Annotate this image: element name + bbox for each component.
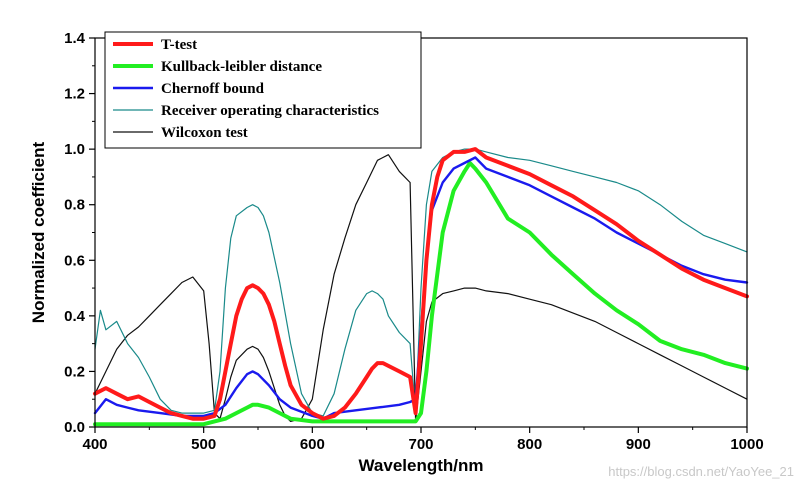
x-tick-label: 1000 [730, 436, 763, 453]
legend-label-chernoff-bound: Chernoff bound [161, 81, 265, 97]
y-tick-label: 1.4 [64, 30, 86, 47]
x-tick-label: 500 [191, 436, 216, 453]
watermark: https://blog.csdn.net/YaoYee_21 [608, 464, 794, 479]
x-tick-label: 800 [517, 436, 542, 453]
x-tick-label: 700 [408, 436, 433, 453]
legend-label-kullback-leibler-distance: Kullback-leibler distance [161, 59, 322, 75]
series-layer [93, 147, 749, 427]
y-tick-label: 1.2 [64, 86, 85, 103]
y-tick-label: 1.0 [64, 141, 85, 158]
legend: T-test Kullback-leibler distance Chernoff … [104, 31, 422, 149]
y-axis-title: Normalized coefficient [29, 141, 48, 323]
series-line-kullback-leibler-distance [93, 161, 749, 427]
series-line-chernoff-bound [93, 156, 749, 420]
y-tick-label: 0.6 [64, 252, 85, 269]
series-line-receiver-operating-characteristics [94, 148, 748, 417]
y-tick-label: 0.4 [64, 308, 86, 325]
y-tick-label: 0.2 [64, 363, 85, 380]
legend-label-receiver-operating-characteristics: Receiver operating characteristics [161, 103, 379, 119]
x-tick-label: 900 [626, 436, 651, 453]
y-tick-label: 0.0 [64, 419, 85, 436]
y-tick-label: 0.8 [64, 197, 85, 214]
legend-label-wilcoxon-test: Wilcoxon test [161, 125, 248, 141]
series-line-t-test [93, 147, 749, 421]
axis-ticks: 400 500 600 700 800 900 1000 0.0 0.2 0.4 0.6 0.8 1.0… [64, 30, 764, 453]
x-tick-label: 600 [300, 436, 325, 453]
series-line-wilcoxon-test [94, 154, 748, 422]
x-axis-title: Wavelength/nm [359, 456, 484, 475]
legend-label-t-test: T-test [161, 37, 197, 53]
x-tick-label: 400 [82, 436, 107, 453]
legend-box [104, 31, 422, 149]
